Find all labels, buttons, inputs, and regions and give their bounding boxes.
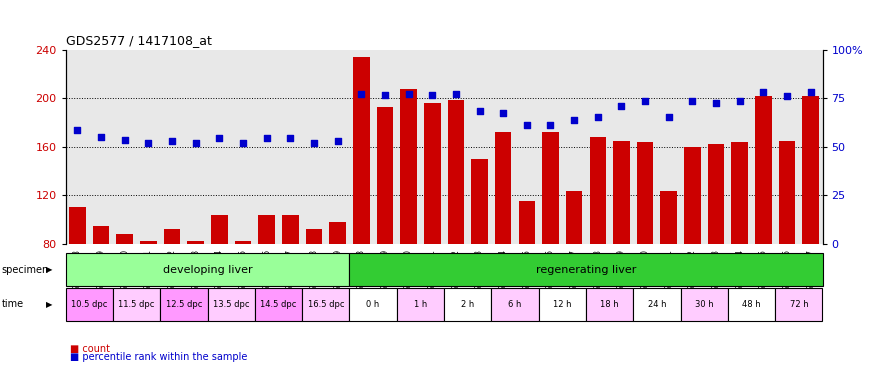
Bar bbox=[187, 242, 204, 341]
Point bbox=[732, 98, 746, 104]
Bar bbox=[495, 132, 512, 341]
Point bbox=[520, 122, 534, 128]
Text: 16.5 dpc: 16.5 dpc bbox=[307, 300, 344, 309]
Bar bbox=[353, 57, 369, 341]
Point bbox=[614, 103, 628, 109]
Text: 13.5 dpc: 13.5 dpc bbox=[213, 300, 249, 309]
Bar bbox=[542, 132, 559, 341]
Text: ■ count: ■ count bbox=[70, 344, 110, 354]
Point bbox=[165, 138, 179, 144]
Point bbox=[94, 134, 108, 140]
Bar bbox=[802, 96, 819, 341]
Text: 30 h: 30 h bbox=[695, 300, 713, 309]
Bar bbox=[590, 137, 606, 341]
Bar bbox=[69, 207, 86, 341]
Point bbox=[496, 110, 510, 116]
Point bbox=[662, 114, 676, 120]
Point bbox=[756, 89, 770, 95]
Point bbox=[378, 92, 392, 98]
Text: 6 h: 6 h bbox=[508, 300, 522, 309]
Text: 0 h: 0 h bbox=[367, 300, 380, 309]
Point bbox=[591, 114, 605, 120]
Point bbox=[354, 91, 368, 97]
Bar bbox=[519, 202, 536, 341]
Bar bbox=[472, 159, 488, 341]
Point bbox=[638, 98, 652, 104]
Bar bbox=[424, 103, 440, 341]
Text: 10.5 dpc: 10.5 dpc bbox=[71, 300, 108, 309]
Point bbox=[567, 117, 581, 123]
Text: developing liver: developing liver bbox=[163, 265, 252, 275]
Text: 14.5 dpc: 14.5 dpc bbox=[260, 300, 297, 309]
Text: 12 h: 12 h bbox=[553, 300, 571, 309]
Bar bbox=[329, 222, 346, 341]
Text: ▶: ▶ bbox=[46, 300, 52, 309]
Text: 11.5 dpc: 11.5 dpc bbox=[118, 300, 155, 309]
Point bbox=[236, 140, 250, 146]
Point bbox=[425, 92, 439, 98]
Text: 12.5 dpc: 12.5 dpc bbox=[165, 300, 202, 309]
Point bbox=[709, 100, 723, 106]
Bar bbox=[234, 242, 251, 341]
Point bbox=[803, 89, 817, 95]
Bar bbox=[448, 99, 464, 341]
Point bbox=[307, 140, 321, 146]
Point bbox=[71, 127, 85, 133]
Bar bbox=[93, 226, 109, 341]
Bar bbox=[211, 215, 228, 341]
Text: 24 h: 24 h bbox=[648, 300, 666, 309]
Point bbox=[213, 135, 227, 141]
Text: 48 h: 48 h bbox=[742, 300, 761, 309]
Text: specimen: specimen bbox=[2, 265, 49, 275]
Point bbox=[402, 91, 416, 97]
Bar bbox=[140, 242, 157, 341]
Text: ■ percentile rank within the sample: ■ percentile rank within the sample bbox=[70, 352, 248, 362]
Text: 2 h: 2 h bbox=[461, 300, 474, 309]
Text: 1 h: 1 h bbox=[414, 300, 427, 309]
Bar bbox=[164, 229, 180, 341]
Bar bbox=[637, 142, 654, 341]
Point bbox=[142, 140, 156, 146]
Bar bbox=[258, 215, 275, 341]
Bar bbox=[779, 141, 795, 341]
Point bbox=[284, 135, 298, 141]
Bar bbox=[684, 147, 701, 341]
Text: ▶: ▶ bbox=[46, 265, 52, 274]
Point bbox=[118, 137, 132, 143]
Point bbox=[685, 98, 699, 104]
Text: GDS2577 / 1417108_at: GDS2577 / 1417108_at bbox=[66, 34, 212, 47]
Point bbox=[189, 140, 203, 146]
Text: time: time bbox=[2, 299, 24, 310]
Text: regenerating liver: regenerating liver bbox=[536, 265, 636, 275]
Bar bbox=[376, 107, 393, 341]
Bar bbox=[566, 190, 583, 341]
Bar bbox=[282, 215, 298, 341]
Bar bbox=[613, 141, 630, 341]
Point bbox=[780, 93, 794, 99]
Bar bbox=[400, 89, 416, 341]
Bar bbox=[755, 96, 772, 341]
Point bbox=[331, 138, 345, 144]
Point bbox=[543, 122, 557, 128]
Bar bbox=[661, 190, 677, 341]
Point bbox=[260, 135, 274, 141]
Text: 72 h: 72 h bbox=[789, 300, 808, 309]
Point bbox=[449, 91, 463, 97]
Bar bbox=[116, 234, 133, 341]
Bar bbox=[708, 144, 724, 341]
Bar bbox=[732, 142, 748, 341]
Point bbox=[473, 108, 487, 114]
Bar bbox=[305, 229, 322, 341]
Text: 18 h: 18 h bbox=[600, 300, 619, 309]
